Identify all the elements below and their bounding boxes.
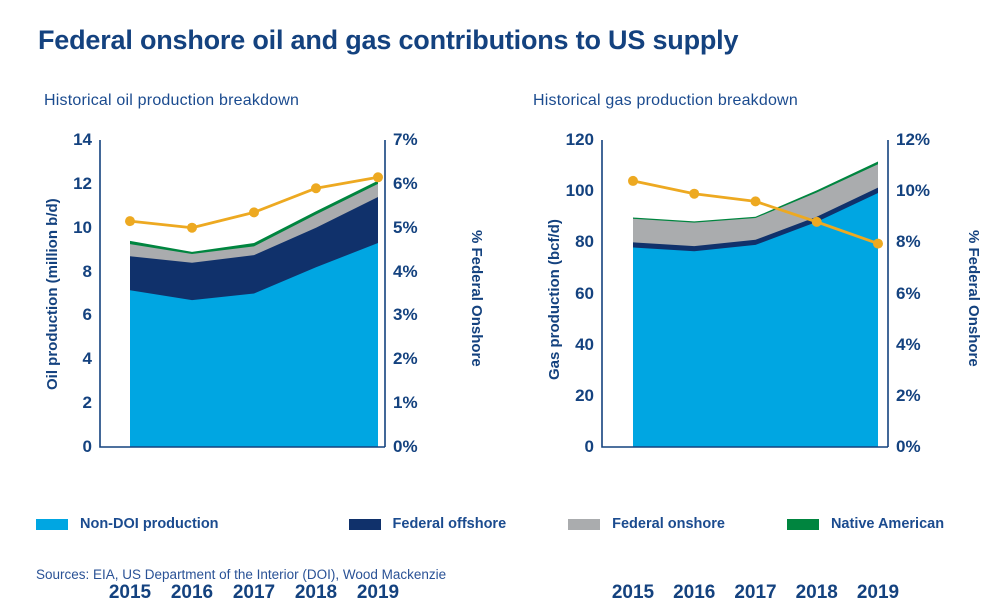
y-axis-tick-left: 0: [584, 437, 594, 456]
y-axis-tick-right: 7%: [393, 130, 418, 149]
y-axis-tick-left: 12: [73, 173, 92, 193]
pct-line-marker: [811, 216, 822, 227]
y-axis-tick-right: 6%: [393, 173, 418, 193]
y-axis-tick-left: 0: [82, 437, 92, 456]
pct-line-marker: [249, 207, 259, 218]
page-title: Federal onshore oil and gas contribution…: [38, 25, 739, 55]
y-axis-tick-left: 100: [565, 181, 594, 201]
x-axis-tick: 2018: [294, 582, 338, 603]
y-axis-tick-right: 5%: [393, 217, 418, 237]
y-axis-tick-left: 14: [73, 130, 92, 149]
legend-item-native-american[interactable]: Native American: [786, 516, 945, 532]
oil-production-chart: 0 2 4 6 8 10 12 14 0% 1% 2% 3% 4% 5% 6% 7% 2015 2016 2017 2…: [30, 130, 500, 603]
y-axis-title-left: Oil production (million b/d): [44, 198, 61, 390]
y-axis-tick-right: 3%: [393, 305, 418, 325]
y-axis-title-right: % Federal Onshore: [468, 230, 485, 367]
gas-plot-area: [601, 140, 889, 448]
legend-label: Native American: [830, 516, 945, 532]
y-axis-tick-left: 20: [575, 385, 594, 405]
y-axis-tick-right: 12%: [896, 130, 931, 149]
legend-item-federal-offshore[interactable]: Federal offshore: [348, 516, 507, 532]
x-axis-tick: 2015: [108, 582, 152, 603]
y-axis-tick-left: 8: [82, 261, 92, 281]
y-axis-title-right: % Federal Onshore: [965, 230, 982, 367]
legend-swatch-icon: [568, 518, 601, 530]
y-axis-tick-right: 6%: [896, 283, 921, 303]
axis-lines: [99, 140, 385, 448]
x-axis-tick: 2016: [170, 582, 214, 603]
y-axis-tick-right: 1%: [393, 393, 418, 413]
legend-item-federal-onshore[interactable]: Federal onshore: [568, 516, 725, 532]
legend-item-non-doi-production[interactable]: Non-DOI production: [36, 516, 219, 532]
y-axis-tick-right: 4%: [393, 261, 418, 281]
pct-line-marker: [311, 183, 321, 194]
y-axis-tick-right: 0%: [896, 437, 921, 456]
x-axis-tick: 2018: [795, 582, 838, 603]
y-axis-tick-right: 4%: [896, 334, 921, 354]
chart-legend: Non-DOI production Federal offshore Federa…: [36, 512, 976, 536]
y-axis-tick-left: 80: [575, 232, 594, 252]
x-axis-tick: 2019: [356, 582, 400, 603]
y-axis-tick-left: 120: [565, 130, 594, 149]
y-axis-tick-right: 10%: [896, 181, 931, 201]
pct-line-marker: [628, 175, 638, 186]
y-axis-tick-left: 40: [575, 334, 594, 354]
pct-line-marker: [125, 216, 135, 227]
x-axis-tick: 2017: [734, 582, 777, 603]
legend-label: Federal onshore: [612, 516, 725, 532]
y-axis-tick-right: 8%: [896, 232, 921, 252]
x-axis-tick: 2015: [611, 582, 655, 603]
y-axis-tick-left: 6: [82, 305, 92, 325]
x-axis-tick: 2017: [232, 582, 276, 603]
gas-chart-title: Historical gas production breakdown: [533, 92, 798, 109]
x-axis-tick: 2019: [856, 582, 900, 603]
axis-lines: [601, 140, 888, 448]
legend-label: Non-DOI production: [80, 516, 219, 532]
pct-line-marker: [873, 238, 883, 249]
x-axis-tick: 2016: [673, 582, 716, 603]
y-axis-tick-right: 0%: [393, 437, 418, 456]
pct-line-marker: [689, 188, 700, 199]
legend-swatch-icon: [348, 518, 381, 530]
pct-line-marker: [187, 222, 197, 233]
legend-swatch-icon: [786, 518, 819, 530]
y-axis-tick-right: 2%: [393, 349, 418, 369]
y-axis-tick-right: 2%: [896, 385, 921, 405]
y-axis-tick-left: 4: [82, 349, 92, 369]
y-axis-title-left: Gas production (bcf/d): [546, 219, 563, 380]
y-axis-tick-left: 2: [82, 393, 92, 413]
pct-line-marker: [373, 172, 383, 183]
sources-note: Sources: EIA, US Department of the Inter…: [36, 567, 447, 582]
oil-plot-area: [99, 140, 386, 448]
area-band-non-doi-production: [130, 243, 378, 447]
gas-production-chart: 0 20 40 60 80 100 120 0% 2% 4% 6% 8% 10% 12% 2015 2016 2…: [520, 130, 990, 603]
y-axis-tick-left: 10: [73, 217, 92, 237]
legend-swatch-icon: [36, 518, 68, 530]
area-band-non-doi-production: [633, 192, 878, 447]
oil-chart-title: Historical oil production breakdown: [44, 92, 300, 109]
legend-label: Federal offshore: [392, 516, 507, 532]
pct-line-marker: [750, 196, 761, 207]
y-axis-tick-left: 60: [575, 283, 594, 303]
